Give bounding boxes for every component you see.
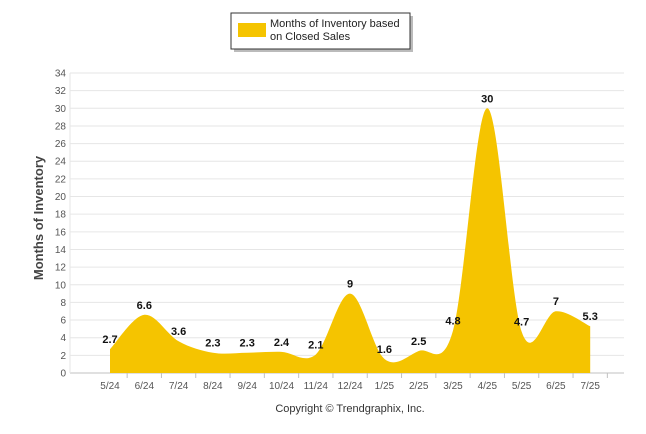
legend-label-line-1: Months of Inventory based bbox=[270, 18, 400, 30]
x-tick-label: 9/24 bbox=[237, 381, 257, 392]
y-tick-label: 0 bbox=[60, 369, 66, 380]
x-axis-ticks: 5/24 6/24 7/24 8/24 9/24 10/24 11/24 12/24 1/25 2… bbox=[100, 373, 608, 392]
y-tick-label: 18 bbox=[55, 210, 67, 221]
x-tick-label: 3/25 bbox=[443, 381, 463, 392]
y-tick-label: 20 bbox=[55, 192, 67, 203]
data-label: 2.4 bbox=[274, 337, 290, 349]
y-tick-label: 26 bbox=[55, 139, 67, 150]
x-tick-label: 12/24 bbox=[338, 381, 363, 392]
data-label: 4.7 bbox=[514, 317, 529, 329]
y-axis-title: Months of Inventory bbox=[31, 155, 46, 280]
data-labels: 2.7 6.6 3.6 2.3 2.3 2.4 2.1 9 1.6 2.5 4.8 30 4.7 7 5.3 bbox=[102, 93, 597, 356]
y-tick-label: 10 bbox=[55, 280, 67, 291]
x-tick-label: 10/24 bbox=[269, 381, 294, 392]
x-tick-label: 6/25 bbox=[546, 381, 566, 392]
y-tick-label: 14 bbox=[55, 245, 67, 256]
series-area bbox=[110, 108, 591, 373]
y-tick-label: 22 bbox=[55, 174, 67, 185]
legend-swatch bbox=[238, 23, 266, 37]
series-area-path bbox=[110, 108, 591, 373]
data-label: 1.6 bbox=[377, 344, 392, 356]
x-tick-label: 5/24 bbox=[100, 381, 120, 392]
y-tick-label: 8 bbox=[60, 298, 66, 309]
y-tick-label: 34 bbox=[55, 69, 67, 80]
data-label: 2.1 bbox=[308, 339, 323, 351]
data-label: 2.5 bbox=[411, 336, 426, 348]
data-label: 4.8 bbox=[445, 316, 460, 328]
data-label: 2.3 bbox=[240, 338, 255, 350]
x-tick-label: 6/24 bbox=[135, 381, 155, 392]
copyright-text: Copyright © Trendgraphix, Inc. bbox=[275, 403, 424, 415]
x-tick-label: 7/25 bbox=[580, 381, 600, 392]
y-tick-label: 2 bbox=[60, 351, 66, 362]
y-tick-label: 24 bbox=[55, 157, 67, 168]
gridlines bbox=[69, 72, 624, 374]
y-tick-label: 4 bbox=[60, 333, 66, 344]
y-tick-label: 16 bbox=[55, 227, 67, 238]
x-tick-label: 11/24 bbox=[304, 381, 329, 392]
data-label: 2.7 bbox=[102, 334, 117, 346]
x-tick-label: 5/25 bbox=[512, 381, 532, 392]
x-tick-label: 4/25 bbox=[478, 381, 498, 392]
x-tick-label: 7/24 bbox=[169, 381, 189, 392]
x-tick-label: 8/24 bbox=[203, 381, 223, 392]
data-label: 9 bbox=[347, 279, 353, 291]
y-tick-label: 6 bbox=[60, 316, 66, 327]
data-label: 30 bbox=[481, 93, 493, 105]
y-tick-label: 30 bbox=[55, 104, 67, 115]
y-tick-label: 28 bbox=[55, 121, 67, 132]
data-label: 3.6 bbox=[171, 326, 186, 338]
x-tick-label: 2/25 bbox=[409, 381, 429, 392]
data-label: 7 bbox=[553, 296, 559, 308]
data-label: 6.6 bbox=[137, 300, 152, 312]
x-tick-label: 1/25 bbox=[375, 381, 395, 392]
data-label: 5.3 bbox=[583, 311, 598, 323]
y-tick-label: 32 bbox=[55, 86, 67, 97]
y-tick-label: 12 bbox=[55, 263, 67, 274]
legend: Months of Inventory based on Closed Sale… bbox=[230, 12, 413, 52]
legend-label-line-2: on Closed Sales bbox=[270, 31, 351, 43]
data-label: 2.3 bbox=[205, 338, 220, 350]
